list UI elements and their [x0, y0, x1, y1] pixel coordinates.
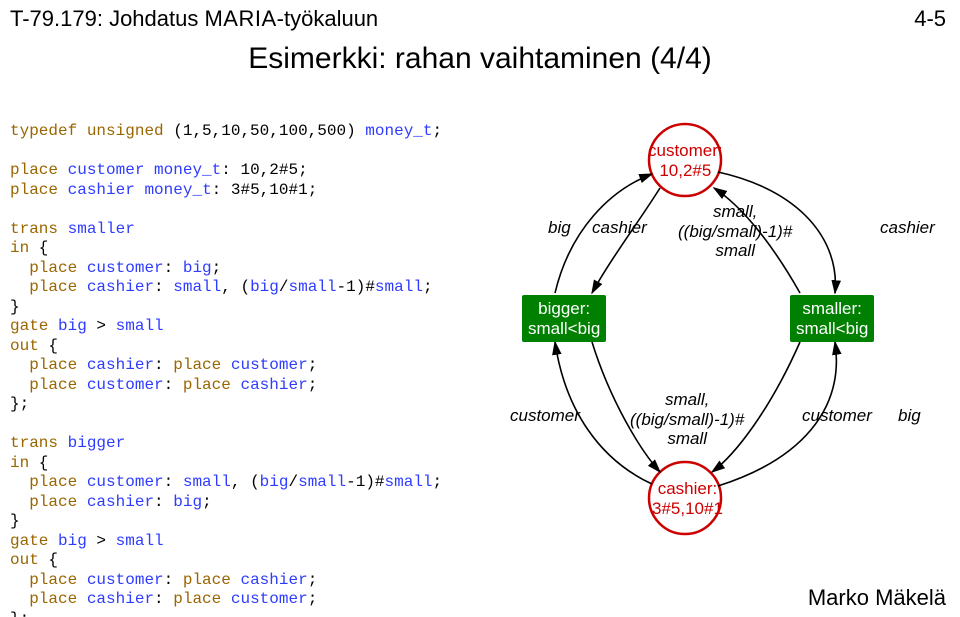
header-tool: MARIA: [204, 6, 276, 31]
arc-customer-to-bigger: [592, 188, 660, 293]
place-customer-label: customer: 10,2#5: [648, 141, 723, 180]
transition-smaller: smaller: small<big: [790, 295, 874, 342]
footer-author: Marko Mäkelä: [808, 585, 946, 611]
arc-label-customer-bl: customer: [510, 406, 580, 426]
transition-bigger: bigger: small<big: [522, 295, 606, 342]
arc-label-customer-br: customer: [802, 406, 872, 426]
header-suffix: -työkaluun: [277, 6, 379, 31]
header-page: 4-5: [914, 6, 946, 32]
arc-label-cashier-top: cashier: [592, 218, 647, 238]
page-title: Esimerkki: rahan vaihtaminen (4/4): [0, 42, 960, 76]
arc-label-mid-top: small, ((big/small)-1)# small: [678, 202, 792, 261]
petri-net-diagram: customer: 10,2#5 cashier: 3#5,10#1 bigge…: [500, 110, 950, 570]
code-block: typedef unsigned (1,5,10,50,100,500) mon…: [10, 122, 442, 617]
arc-label-mid-bot: small, ((big/small)-1)# small: [630, 390, 744, 449]
arc-label-cashier-tr: cashier: [880, 218, 935, 238]
header-prefix: T-79.179: Johdatus: [10, 6, 204, 31]
arc-label-big-br: big: [898, 406, 921, 426]
place-cashier-label: cashier: 3#5,10#1: [652, 479, 723, 518]
header-left: T-79.179: Johdatus MARIA-työkaluun: [10, 6, 378, 32]
arc-label-big-tl: big: [548, 218, 571, 238]
